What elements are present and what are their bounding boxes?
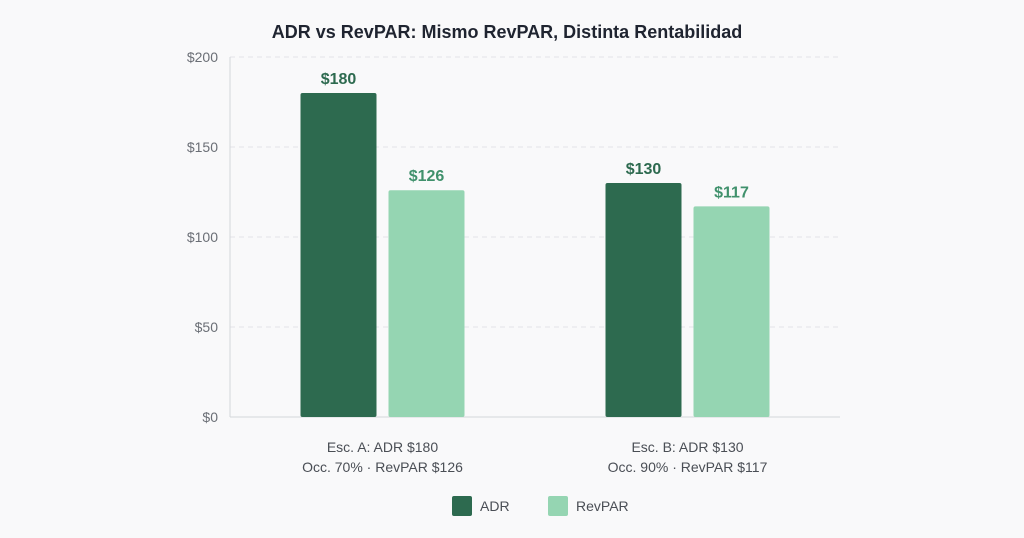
- legend-label: RevPAR: [576, 498, 629, 514]
- bars: $180 $130 $126 $117: [300, 71, 770, 417]
- legend-swatch-revpar: [548, 496, 568, 516]
- bar-adr-0: [300, 93, 377, 417]
- y-tick-label: $50: [195, 319, 219, 335]
- x-tick-label: Occ. 90% · RevPAR $117: [608, 459, 768, 475]
- legend-label: ADR: [480, 498, 510, 514]
- y-tick-label: $150: [187, 139, 218, 155]
- legend: ADR RevPAR: [452, 496, 629, 516]
- bar-value-label: $130: [626, 161, 662, 178]
- bar-value-label: $126: [409, 168, 445, 185]
- y-tick-label: $100: [187, 229, 218, 245]
- y-tick-label: $200: [187, 49, 218, 65]
- bar-revpar-0: [388, 190, 465, 417]
- bar-revpar-1: [693, 206, 770, 417]
- x-tick-label: Occ. 70% · RevPAR $126: [302, 459, 463, 475]
- chart-title: ADR vs RevPAR: Mismo RevPAR, Distinta Re…: [272, 22, 742, 42]
- bar-value-label: $117: [714, 184, 749, 201]
- bar-value-label: $180: [321, 71, 357, 88]
- bar-adr-1: [605, 183, 682, 417]
- x-axis: Esc. A: ADR $180 Occ. 70% · RevPAR $126 Es…: [302, 439, 767, 475]
- x-tick-label: Esc. A: ADR $180: [327, 439, 438, 455]
- x-tick-label: Esc. B: ADR $130: [631, 439, 743, 455]
- legend-swatch-adr: [452, 496, 472, 516]
- y-tick-label: $0: [202, 409, 218, 425]
